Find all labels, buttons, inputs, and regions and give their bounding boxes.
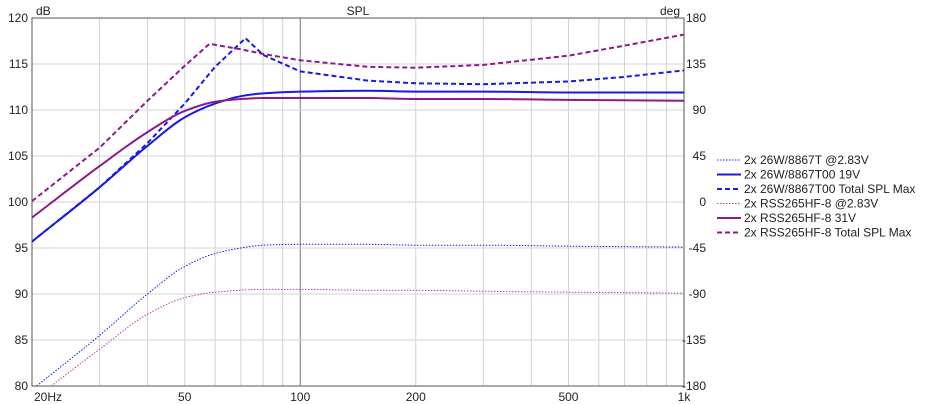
y-tick-label-right: 45 [693,149,707,163]
x-tick-label: 50 [178,390,192,404]
y-tick-label-right: -45 [689,241,707,255]
legend-label-4: 2x RSS265HF-8 @2.83V [744,197,878,211]
chart-title: SPL [347,4,370,18]
y-tick-label-right: 180 [686,11,706,25]
series-line-5 [32,96,684,219]
series-line-3 [32,37,684,243]
y-tick-label-left: 115 [9,57,28,71]
axes-layer: 80 85 90 95 100 105 110 115 120 -180 -135 -90 -45 0 45… [8,11,706,404]
series-line-6 [32,33,684,202]
y-tick-label-right: -135 [682,333,706,347]
legend-label-6: 2x RSS265HF-8 Total SPL Max [744,226,911,240]
plot-frame [31,17,685,387]
y-tick-label-left: 95 [15,241,29,255]
legend-label-3: 2x 26W/8867T00 Total SPL Max [744,182,915,196]
y-tick-label-left: 80 [15,379,29,393]
y-tick-label-right: -180 [682,379,706,393]
series-line-4 [50,288,684,386]
legend-label-1: 2x 26W/8867T @2.83V [744,153,869,167]
grid [31,17,685,387]
y-tick-label-right: 135 [686,57,706,71]
y-tick-label-right: -90 [689,287,707,301]
y-tick-label-left: 105 [8,149,28,163]
y-tick-label-left: 110 [9,103,28,117]
y-tick-label-left: 90 [15,287,29,301]
x-tick-label: 20Hz [34,390,62,404]
x-tick-label: 500 [558,390,578,404]
series-line-1 [35,243,684,386]
y-tick-label-right: 0 [699,195,706,209]
left-axis-unit-label: dB [36,4,51,18]
x-tick-label: 100 [290,390,310,404]
legend-label-5: 2x RSS265HF-8 31V [744,211,856,225]
series-layer [32,33,684,386]
y-tick-label-right: 90 [693,103,707,117]
right-axis-unit-label: deg [660,4,680,18]
series-line-2 [32,89,684,243]
y-tick-label-left: 85 [15,333,29,347]
legend-label-2: 2x 26W/8867T00 19V [744,168,860,182]
x-tick-label: 1k [678,390,692,404]
y-tick-label-left: 100 [8,195,28,209]
y-tick-label-left: 120 [8,11,28,25]
x-tick-label: 200 [406,390,426,404]
